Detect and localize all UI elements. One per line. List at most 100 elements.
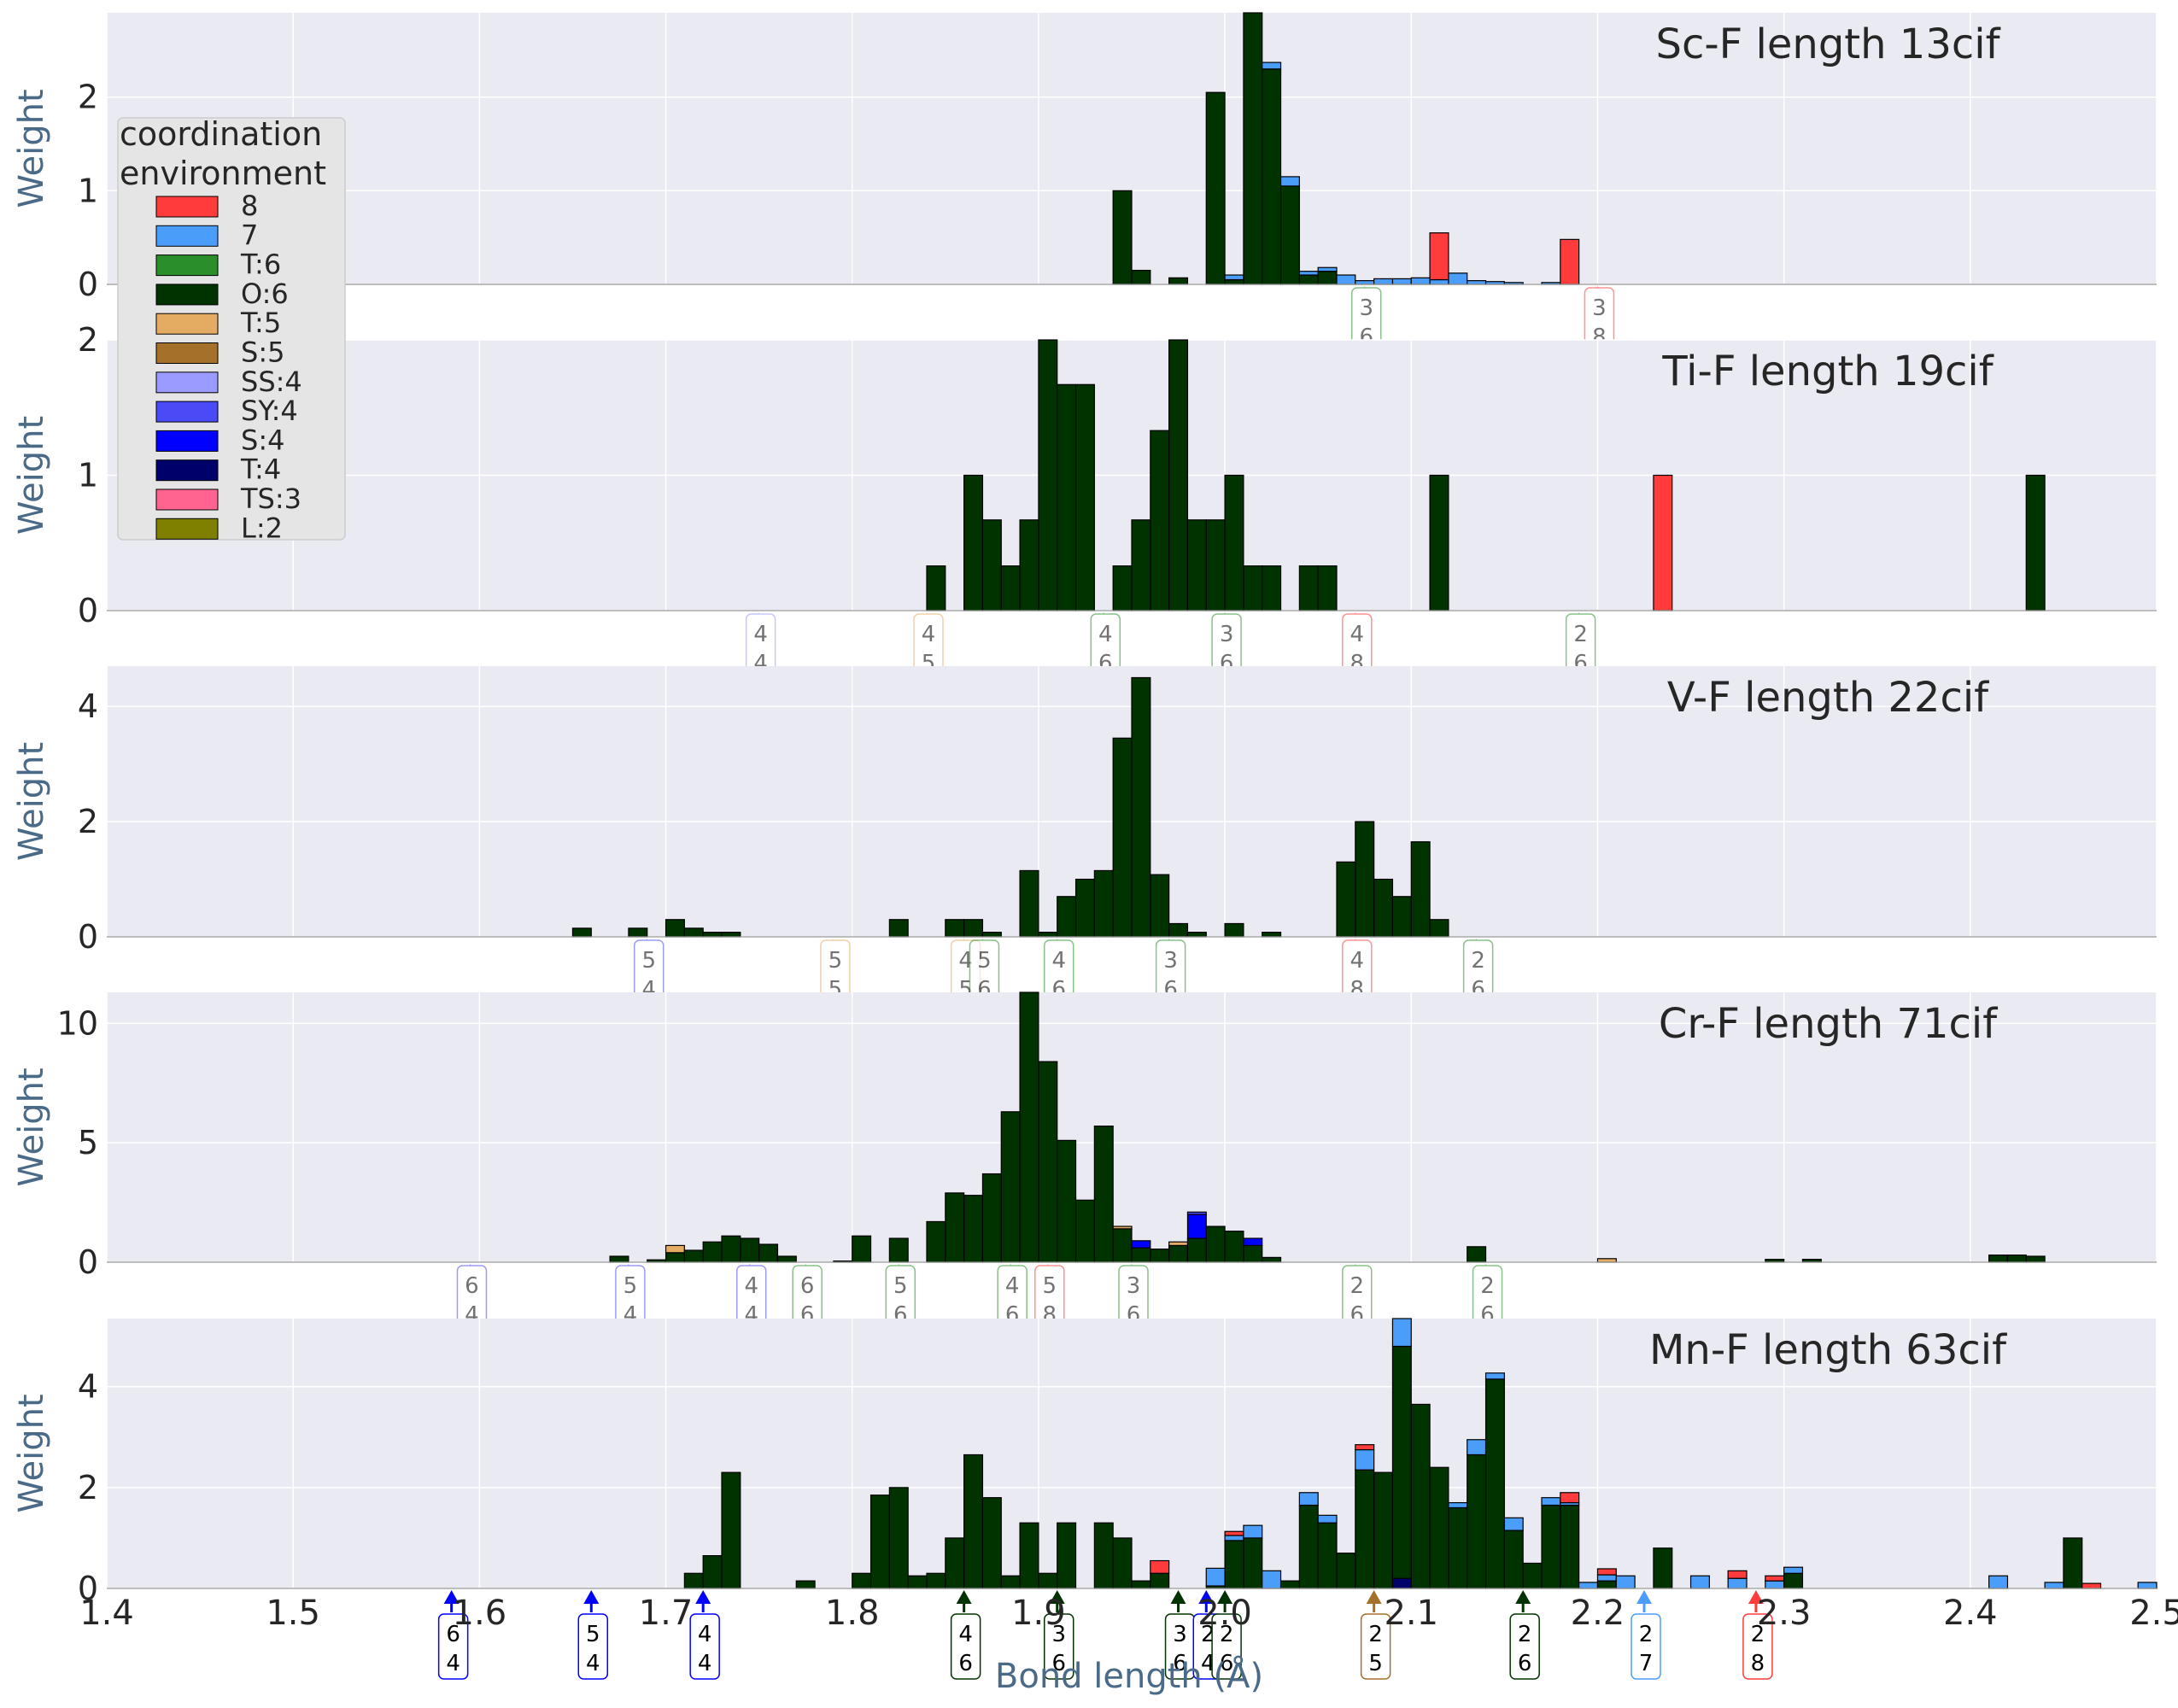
bar-segment [963,1454,984,1589]
y-tick-label: 10 [57,1004,98,1042]
x-tick-label: 1.8 [825,1594,880,1633]
bar-segment [1243,565,1263,611]
bar-segment [1467,1454,1487,1589]
coordination-marker: 28 [1742,1590,1773,1680]
bar-segment [1373,878,1394,938]
bar-segment [869,1494,890,1589]
marker-top-label: 4 [698,1622,712,1647]
bar-segment [1391,278,1412,285]
x-tick-label: 2.0 [1197,1594,1252,1633]
bar-segment [2137,1582,2158,1589]
bar-segment [1448,272,1468,285]
legend-label: 7 [241,219,258,251]
bar-segment [1727,1570,1748,1579]
marker-arrow [583,1590,600,1604]
bar-segment [1373,278,1394,285]
marker-top-label: 2 [1220,1622,1234,1647]
marker-top-label: 4 [753,622,768,647]
legend-item: TS:3 [155,483,302,515]
x-tick-label: 1.6 [453,1594,507,1633]
y-tick-label: 1 [78,457,98,494]
y-tick-label: 0 [78,1243,98,1281]
bar-segment [1074,878,1095,938]
marker-arrow [1515,1590,1531,1604]
y-axis-label: Weight [12,1068,51,1186]
y-tick-label: 0 [78,918,98,956]
marker-bottom-label: 6 [1518,1651,1532,1676]
legend-swatch [155,488,219,511]
marker-top-label: 5 [977,948,992,974]
marker-arrow [1217,1590,1233,1604]
legend-item: 8 [155,190,258,222]
bar-segment [1410,1403,1431,1589]
bar-segment [1783,1566,1804,1574]
y-tick-label: 0 [78,592,98,629]
legend-title: coordination environment [120,115,326,192]
x-tick-label: 2.1 [1384,1594,1438,1633]
bar-segment [1503,1517,1524,1531]
marker-box [1043,1613,1074,1680]
y-tick-labels: 0 1 2 [78,321,98,629]
y-tick-label: 0 [78,266,98,303]
bar-segment [1988,1255,2009,1263]
x-tick-label: 2.5 [2129,1594,2178,1633]
legend-label: L:2 [241,512,283,544]
marker-top-label: 3 [1220,622,1234,647]
legend-item: T:5 [155,307,281,339]
bar-segment [981,932,1002,938]
coordination-marker: 26 [1342,1264,1373,1331]
marker-top-label: 5 [586,1622,600,1647]
legend-swatch [155,196,219,218]
marker-arrow [956,1590,972,1604]
bar-segment [1596,1574,1617,1582]
bar-segment [1262,68,1282,285]
bars [571,676,1449,938]
marker-box [950,1613,981,1680]
bar-segment [1243,12,1263,285]
bar-segment [1224,278,1244,285]
bar-segment [1093,869,1114,938]
bar-segment [1522,1562,1543,1589]
legend-item: O:6 [155,278,289,310]
bar-segment [776,1255,797,1263]
panel-title: Sc-F length 13cif [1655,20,2000,68]
legend-item: T:4 [155,453,281,486]
bar-segment [1243,1524,1263,1539]
bar-segment [1317,266,1338,272]
marker-arrow [1198,1590,1215,1604]
legend-label: T:5 [240,307,281,339]
legend-label: S:4 [241,424,284,456]
bar-segment [1560,1504,1580,1589]
bar-segment [1298,271,1319,276]
bar-segment [1373,1471,1394,1589]
legend-item: S:4 [155,424,284,456]
bar-segment [665,919,685,938]
coordination-marker: 48 [1342,612,1373,680]
bar-segment [1262,565,1282,611]
marker-box [1742,1613,1773,1680]
legend-item: L:2 [155,512,283,544]
legend-label: T:4 [240,453,281,486]
marker-top-label: 3 [1592,295,1607,321]
bar-segment [1112,190,1133,285]
marker-bottom-label: 5 [1368,1651,1383,1676]
bar-segment [628,927,648,938]
y-tick-label: 2 [78,1469,98,1506]
legend-label: SS:4 [241,366,302,398]
bar-segment [1057,1522,1077,1589]
bar-segment [1150,1572,1170,1589]
bar-segment [665,1252,685,1263]
bar-segment [1093,1126,1114,1263]
marker-top-label: 2 [1471,948,1485,974]
y-tick-label: 2 [78,79,98,116]
marker-top-label: 2 [1751,1622,1765,1647]
marker-top-label: 2 [1573,622,1588,647]
y-tick-label: 2 [78,803,98,840]
marker-top-label: 2 [1480,1273,1495,1299]
bar-segment [1186,932,1207,938]
bar-segment [795,1580,816,1589]
bar-segment [2025,1255,2046,1263]
